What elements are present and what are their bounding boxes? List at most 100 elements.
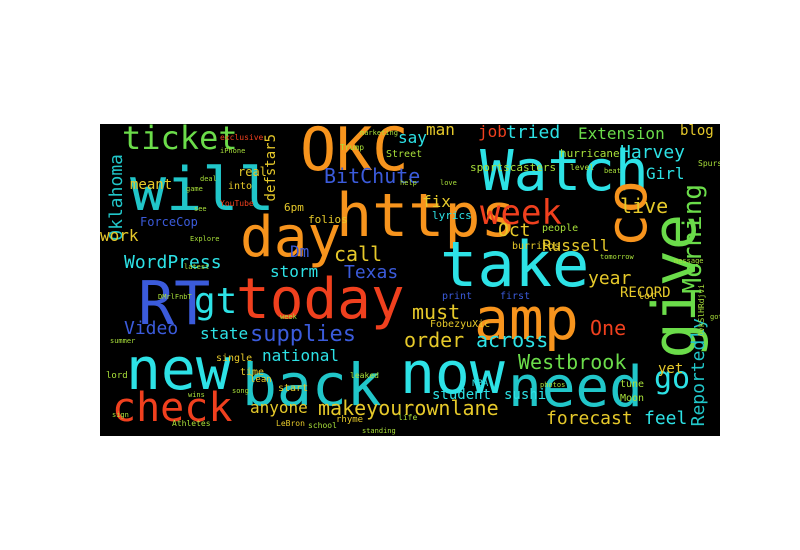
word-school: school [308, 421, 337, 430]
word-street: Street [386, 149, 423, 160]
word-makeyourownlane: makeyourownlane [318, 396, 499, 420]
word-okc: OKC [300, 124, 409, 185]
word-week: week [480, 193, 562, 233]
word-video: Video [124, 318, 179, 339]
word-single: single [216, 353, 253, 364]
word-must: must [412, 300, 461, 324]
word-sushi: sushi [504, 387, 547, 403]
word-student: student [432, 387, 492, 403]
word-summer: summer [110, 337, 136, 345]
word-supplies: supplies [250, 322, 356, 347]
word-wins: wins [188, 391, 205, 399]
word-explore: Explore [190, 235, 220, 243]
word-folios: folios [308, 213, 348, 226]
word-love: love [440, 179, 457, 187]
word-lebron: LeBron [276, 419, 305, 428]
word-tried: tried [506, 124, 561, 143]
word-russell: Russell [542, 236, 610, 255]
word-call: call [334, 242, 383, 266]
word-fix: fix [422, 192, 451, 211]
word-new: new [126, 335, 231, 403]
word-westbrook: Westbrook [518, 350, 627, 374]
word-dmrlfnbt: DMrlFnbT [158, 293, 192, 301]
word-youtube: YouTube [220, 199, 254, 208]
word-feel: feel [644, 408, 688, 429]
word-avkslhrdjvi: AvkSlHRdjvi [697, 284, 706, 337]
word-cloud-panel: OKC Watch will https day co take give to… [100, 124, 720, 436]
word-lot: lot [638, 291, 657, 302]
word-tomorrow: tomorrow [600, 253, 634, 261]
word-exclusive: exclusive [220, 133, 264, 142]
word-now: now [400, 339, 505, 407]
word-check: check [112, 385, 233, 431]
word-morning: Morning [678, 184, 708, 294]
word-will: will [130, 155, 275, 225]
word-sportscasters: sportscasters [470, 161, 557, 174]
word-man: man [426, 124, 455, 139]
word-ticket: ticket [122, 124, 238, 157]
word-life: life [398, 413, 418, 422]
word-burritos: burritos [512, 241, 561, 252]
word-texas: Texas [344, 262, 399, 283]
word-national: national [262, 346, 340, 365]
word-hurricane: hurricane [560, 147, 620, 160]
word-live: live [620, 194, 669, 218]
word-print: print [442, 291, 473, 302]
word-beat: beat [604, 167, 621, 175]
word-work: work [100, 226, 139, 245]
word-forcecop: ForceCop [140, 215, 198, 229]
word-dm: Dm [290, 242, 310, 261]
word-level: level [570, 163, 595, 172]
word-bitchute: BitChute [324, 164, 421, 188]
word-into: into [228, 181, 253, 192]
word-wordpress: WordPress [124, 252, 222, 273]
word-photos: photos [540, 381, 566, 389]
word-song: song [232, 387, 249, 395]
word-meant: meant [130, 177, 173, 193]
word-tune: tune [620, 379, 645, 390]
word-amp: amp [474, 285, 579, 353]
word-job: job [478, 124, 507, 141]
word-blog: blog [680, 124, 714, 139]
word-nba: NBA [472, 379, 489, 389]
word-anyone: anyone [250, 398, 308, 417]
word-today: today [236, 267, 405, 332]
word-rt: RT [138, 269, 211, 339]
word-one: One [590, 316, 627, 340]
word-lyrics: lyrics [432, 209, 472, 222]
word-deal: deal [200, 175, 217, 183]
word-real: real [238, 165, 267, 179]
word-message: message [674, 257, 704, 265]
word-say: say [398, 128, 427, 147]
word-take: take [440, 228, 590, 301]
word-yet: yet [658, 361, 684, 377]
word-people: people [542, 223, 579, 234]
word-got: got [710, 313, 720, 321]
word-girl: Girl [646, 164, 685, 183]
word-oct: Oct [498, 220, 531, 241]
word-standing: standing [362, 427, 396, 435]
word-week-small: week [280, 313, 297, 321]
word-harvey: Harvey [620, 142, 686, 163]
word-athletes: Athletes [172, 419, 211, 428]
word-watch: Watch [480, 139, 649, 204]
word-latest: latest [184, 263, 210, 271]
word-extension: Extension [578, 124, 665, 143]
word-https: https [336, 181, 517, 251]
word-state: state [200, 324, 249, 343]
word-need: need [508, 355, 643, 420]
word-iphone: iPhone [220, 147, 246, 155]
word-year: year [588, 268, 632, 289]
word-across: across [476, 328, 549, 352]
word-lord: lord [106, 371, 128, 381]
word-spurs: Spurs [698, 159, 720, 168]
word-gt: gt [194, 281, 238, 322]
word-trump: Trump [340, 143, 365, 152]
word-lean: lean [250, 375, 272, 385]
word-forecast: forecast [546, 408, 633, 429]
word-order: order [404, 328, 465, 352]
word-help: help [400, 179, 417, 187]
word-6pm: 6pm [284, 201, 304, 214]
word-storm: storm [270, 262, 319, 281]
word-time: time [240, 367, 265, 378]
